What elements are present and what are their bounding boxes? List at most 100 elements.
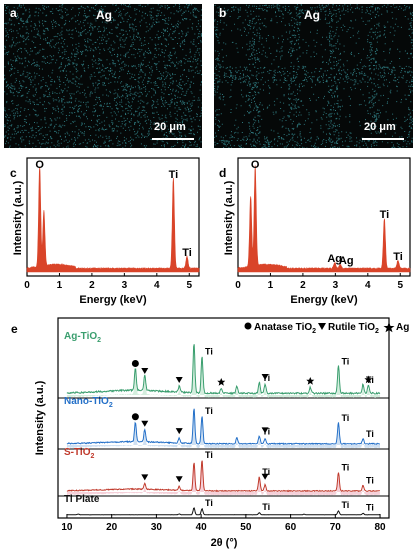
- x-tick-label: 60: [285, 522, 297, 533]
- peak-label: O: [251, 159, 260, 171]
- legend-anatase: Anatase TiO2: [254, 322, 316, 335]
- anatase-marker: [131, 413, 139, 421]
- c-ylabel: Intensity (a.u.): [12, 180, 24, 255]
- panel-label-e: e: [11, 322, 18, 336]
- d-xlabel: Energy (keV): [290, 294, 358, 306]
- xrd-pattern-e: e Intensity (a.u.) 2θ (°) Anatase TiO2 R…: [11, 317, 409, 549]
- legend-ag: Ag: [396, 322, 409, 333]
- rutile-marker-icon: [318, 323, 326, 330]
- x-tick-label: 3: [122, 280, 128, 291]
- eds-map-a: [4, 4, 202, 148]
- x-tick-label: 2: [300, 280, 306, 291]
- peak-label: O: [35, 159, 44, 171]
- map-a-scale-bar: [152, 138, 194, 140]
- map-dots: [4, 4, 202, 148]
- map-a-scale-label: 20 μm: [154, 121, 186, 133]
- trace-name: Ag-TiO2: [64, 331, 101, 344]
- anatase-marker: [131, 360, 139, 367]
- c-xlabel: Energy (keV): [79, 294, 147, 306]
- peak-label: Ti: [380, 209, 390, 221]
- x-tick-label: 50: [240, 522, 252, 533]
- rutile-marker: [175, 476, 183, 483]
- x-tick-label: 1: [57, 280, 63, 291]
- peak-label: Ti: [393, 251, 403, 263]
- trace-name: Ti Plate: [64, 494, 100, 505]
- e-ylabel: Intensity (a.u.): [34, 380, 46, 455]
- xrd-line: [66, 507, 381, 516]
- ti-peak-label: Ti: [262, 502, 270, 512]
- x-tick-label: 80: [374, 522, 386, 533]
- eds-spectrum-c: c Intensity (a.u.) Energy (keV): [10, 157, 200, 306]
- x-tick-label: 5: [186, 280, 192, 291]
- ti-peak-label: Ti: [205, 498, 213, 508]
- x-tick-label: 3: [333, 280, 339, 291]
- d-ylabel: Intensity (a.u.): [223, 180, 235, 255]
- rutile-marker: [261, 427, 269, 434]
- ti-peak-label: Ti: [205, 406, 213, 416]
- ag-marker: [364, 375, 373, 384]
- panel-label-d: d: [219, 166, 226, 180]
- eds-spectrum-d: d Intensity (a.u.) Energy (keV): [219, 157, 411, 306]
- map-a-element-title: Ag: [96, 8, 112, 22]
- peak-label: Ag: [327, 253, 342, 265]
- x-tick-label: 2: [89, 280, 95, 291]
- x-tick-label: 70: [330, 522, 342, 533]
- x-tick-label: 4: [365, 280, 371, 291]
- ti-peak-label: Ti: [341, 413, 349, 423]
- map-b-element-title: Ag: [304, 8, 320, 22]
- legend-rutile: Rutile TiO2: [328, 322, 379, 335]
- xrd-trace-2: S-TiO2 Ti Ti Ti Ti: [64, 447, 381, 496]
- peak-label: Ti: [182, 247, 192, 259]
- rutile-marker: [141, 420, 149, 427]
- trace-name: S-TiO2: [64, 447, 94, 460]
- eds-trace-c: 0 1 2 3 4 5 O Ti Ti: [24, 159, 200, 291]
- panel-label-c: c: [10, 166, 17, 180]
- eds-spectrum-area: [26, 166, 200, 273]
- rutile-marker: [175, 377, 183, 383]
- ti-peak-label: Ti: [205, 450, 213, 460]
- eds-map-b: [214, 4, 413, 148]
- panel-label-b: b: [219, 6, 227, 20]
- x-tick-label: 4: [154, 280, 160, 291]
- map-a-noise: [4, 4, 202, 148]
- x-tick-label: 20: [106, 522, 118, 533]
- x-tick-label: 30: [151, 522, 163, 533]
- xrd-line: [66, 408, 380, 446]
- xrd-fill: [66, 464, 381, 496]
- peak-label: Ti: [169, 169, 179, 181]
- eds-spectrum-area: [237, 165, 411, 273]
- anatase-marker-icon: [244, 322, 252, 330]
- ti-peak-label: Ti: [341, 500, 349, 510]
- ti-peak-label: Ti: [366, 429, 374, 439]
- xrd-fill: [66, 412, 381, 449]
- rutile-marker: [175, 428, 183, 435]
- map-b-scale-label: 20 μm: [364, 121, 396, 133]
- xrd-fill: [66, 348, 381, 398]
- peak-label: Ag: [339, 255, 354, 267]
- rutile-marker: [141, 474, 149, 481]
- ti-peak-label: Ti: [205, 347, 213, 357]
- e-xlabel: 2θ (°): [211, 537, 238, 549]
- xrd-line: [66, 460, 380, 493]
- ag-marker: [306, 377, 315, 385]
- rutile-marker: [261, 473, 269, 480]
- x-tick-label: 5: [397, 280, 403, 291]
- panel-label-a: a: [10, 6, 17, 20]
- x-tick-label: 0: [235, 280, 241, 291]
- map-b-scale-bar: [362, 138, 404, 140]
- trace-name: Nano-TiO2: [64, 396, 113, 409]
- x-tick-label: 40: [196, 522, 208, 533]
- ti-peak-label: Ti: [341, 462, 349, 472]
- ti-peak-label: Ti: [341, 357, 349, 367]
- ag-marker: [217, 378, 226, 386]
- ti-peak-label: Ti: [262, 467, 270, 477]
- ti-peak-label: Ti: [366, 475, 374, 485]
- ag-marker-icon: [383, 322, 395, 333]
- ti-peak-label: Ti: [366, 503, 374, 513]
- rutile-marker: [141, 368, 149, 374]
- x-tick-label: 0: [24, 280, 30, 291]
